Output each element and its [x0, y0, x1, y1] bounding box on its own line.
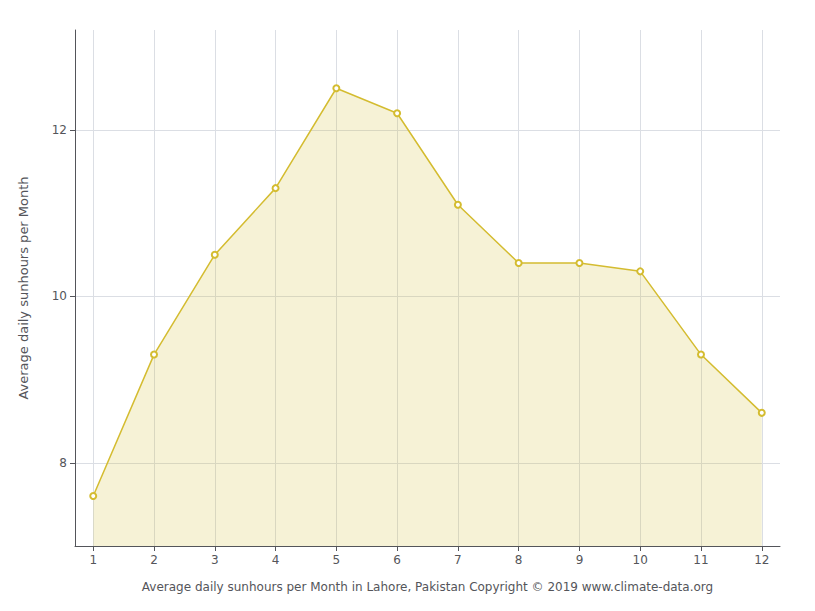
svg-text:10: 10 — [633, 553, 648, 567]
svg-text:8: 8 — [59, 456, 67, 470]
svg-text:7: 7 — [454, 553, 462, 567]
svg-text:12: 12 — [52, 123, 67, 137]
svg-text:8: 8 — [515, 553, 523, 567]
svg-text:Average daily sunhours per Mon: Average daily sunhours per Month in Laho… — [142, 580, 713, 594]
svg-text:4: 4 — [272, 553, 280, 567]
svg-text:1: 1 — [89, 553, 97, 567]
svg-text:6: 6 — [393, 553, 401, 567]
svg-text:Average daily sunhours per Mon: Average daily sunhours per Month — [16, 176, 31, 399]
svg-text:3: 3 — [211, 553, 219, 567]
svg-text:10: 10 — [52, 289, 67, 303]
svg-text:9: 9 — [576, 553, 584, 567]
svg-text:11: 11 — [693, 553, 708, 567]
svg-text:2: 2 — [150, 553, 158, 567]
svg-text:5: 5 — [333, 553, 341, 567]
svg-text:12: 12 — [754, 553, 769, 567]
